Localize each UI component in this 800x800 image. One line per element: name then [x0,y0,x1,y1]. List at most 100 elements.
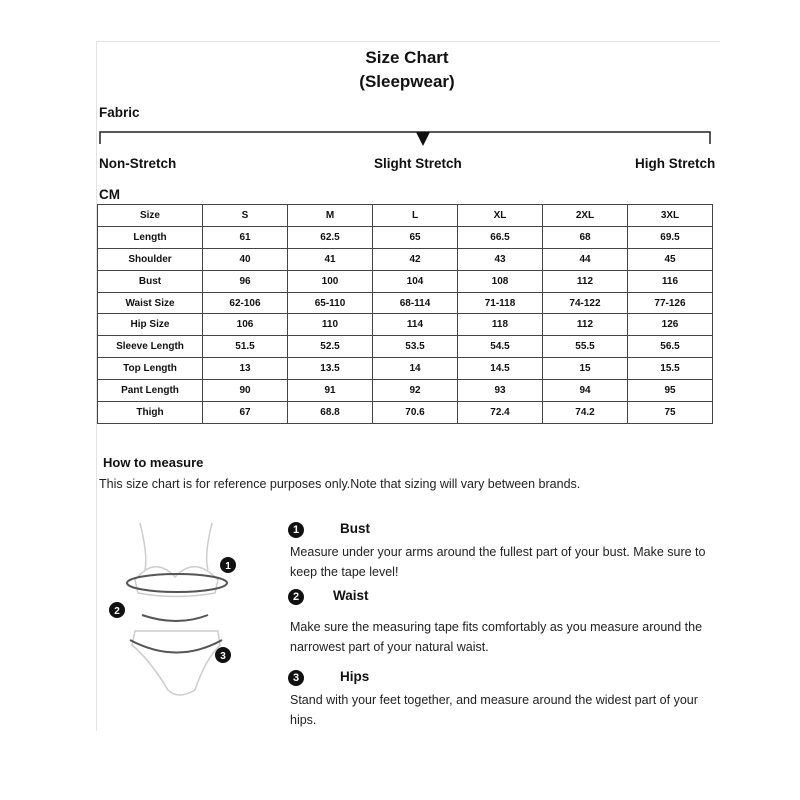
svg-text:3: 3 [220,651,226,662]
table-row: Waist Size 62-106 65-110 68-114 71-118 74-122… [97,291,713,315]
table-cell: 104 [372,269,458,293]
step-text-waist: Make sure the measuring tape fits comfor… [290,620,703,654]
how-to-measure-heading: How to measure [103,455,204,470]
row-label-cell: Thigh [97,401,203,424]
table-cell: XL [457,204,543,227]
table-cell: 126 [627,313,713,337]
table-row: Top Length 13 13.5 14 14.5 15 15.5 [97,357,713,381]
table-cell: 68-114 [372,291,458,315]
svg-text:2: 2 [114,606,120,617]
table-cell: 54.5 [457,335,543,359]
table-cell: 56.5 [627,335,713,359]
stretch-scale [99,131,711,146]
table-cell: 77-126 [627,291,713,315]
table-cell: 62-106 [202,291,288,315]
stretch-non: Non-Stretch [99,156,177,171]
stretch-slight: Slight Stretch [374,156,462,171]
table-cell: 53.5 [372,335,458,359]
table-row: Hip Size 106 110 114 118 112 126 [97,313,713,337]
table-cell: 62.5 [287,225,373,249]
table-cell: 69.5 [627,225,713,249]
table-header-row: Size S M L XL 2XL 3XL [97,204,713,227]
table-cell: 95 [627,379,713,403]
table-cell: 51.5 [202,335,288,359]
step-title-waist: Waist [333,588,369,603]
step-number-1: 1 [288,522,304,538]
table-cell: 106 [202,313,288,337]
table-cell: 13.5 [287,357,373,381]
table-cell: 42 [372,247,458,271]
table-cell: 15 [542,357,628,381]
table-cell: M [287,204,373,227]
table-cell: S [202,204,288,227]
row-label-cell: Waist Size [97,291,203,315]
frame-border-top [96,41,720,42]
table-cell: 55.5 [542,335,628,359]
table-cell: 44 [542,247,628,271]
table-cell: 90 [202,379,288,403]
step-text-hips: Stand with your feet together, and measu… [290,693,698,727]
table-cell: 13 [202,357,288,381]
frame-border-left [96,41,97,731]
table-cell: 118 [457,313,543,337]
row-label-cell: Size [97,204,203,227]
page-subtitle: (Sleepwear) [359,72,455,91]
step-title-hips: Hips [340,669,370,684]
table-cell: L [372,204,458,227]
step-text-bust: Measure under your arms around the fulle… [290,545,706,579]
stretch-high: High Stretch [635,156,716,171]
table-row: Sleeve Length 51.5 52.5 53.5 54.5 55.5 56.5 [97,335,713,359]
table-cell: 52.5 [287,335,373,359]
table-cell: 108 [457,269,543,293]
table-cell: 43 [457,247,543,271]
table-cell: 110 [287,313,373,337]
table-row: Length 61 62.5 65 66.5 68 69.5 [97,225,713,249]
table-cell: 94 [542,379,628,403]
table-cell: 14 [372,357,458,381]
row-label-cell: Bust [97,269,203,293]
table-cell: 40 [202,247,288,271]
table-cell: 116 [627,269,713,293]
table-cell: 96 [202,269,288,293]
row-label-cell: Hip Size [97,313,203,337]
row-label-cell: Length [97,225,203,249]
table-cell: 112 [542,313,628,337]
table-cell: 45 [627,247,713,271]
table-row: Shoulder 40 41 42 43 44 45 [97,247,713,271]
step-title-bust: Bust [340,521,370,536]
row-label-cell: Sleeve Length [97,335,203,359]
table-row: Pant Length 90 91 92 93 94 95 [97,379,713,403]
table-cell: 91 [287,379,373,403]
table-cell: 68.8 [287,401,373,424]
step-number-2: 2 [288,589,304,605]
table-cell: 75 [627,401,713,424]
row-label-cell: Shoulder [97,247,203,271]
table-cell: 65 [372,225,458,249]
table-cell: 14.5 [457,357,543,381]
unit-label: CM [99,187,120,202]
table-cell: 68 [542,225,628,249]
table-cell: 2XL [542,204,628,227]
table-cell: 100 [287,269,373,293]
table-row: Thigh 67 68.8 70.6 72.4 74.2 75 [97,401,713,424]
table-cell: 74.2 [542,401,628,424]
fabric-label: Fabric [99,105,140,120]
table-cell: 65-110 [287,291,373,315]
table-cell: 3XL [627,204,713,227]
size-table: Size S M L XL 2XL 3XL Length 61 62.5 65 66.5 68 69.5 S… [97,204,713,424]
table-cell: 67 [202,401,288,424]
table-cell: 70.6 [372,401,458,424]
table-row: Bust 96 100 104 108 112 116 [97,269,713,293]
reference-note: This size chart is for reference purpose… [99,477,581,491]
table-cell: 93 [457,379,543,403]
table-cell: 61 [202,225,288,249]
table-cell: 66.5 [457,225,543,249]
table-cell: 71-118 [457,291,543,315]
table-cell: 114 [372,313,458,337]
stretch-indicator-icon [416,132,430,146]
table-cell: 72.4 [457,401,543,424]
table-cell: 41 [287,247,373,271]
step-number-3: 3 [288,670,304,686]
table-cell: 74-122 [542,291,628,315]
body-measure-illustration: 1 2 3 [109,522,236,696]
